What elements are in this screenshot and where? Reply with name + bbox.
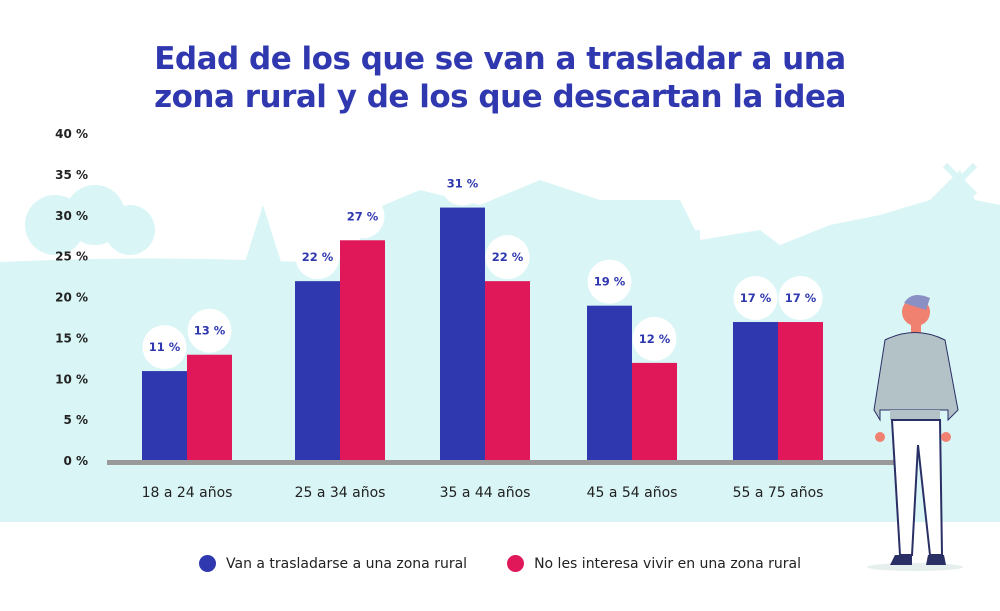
chart-title-line-2: zona rural y de los que descartan la ide… [154,79,846,115]
y-tick-label: 40 % [55,127,88,141]
bar-van [142,371,187,461]
x-tick-label: 45 a 54 años [587,485,678,501]
y-tick-label: 0 % [63,454,88,468]
legend-label-van: Van a trasladarse a una zona rural [226,555,468,572]
bar-van [295,281,340,461]
y-tick-label: 25 % [55,250,88,264]
x-axis-line [107,460,897,465]
person-illustration [867,294,963,571]
chart-title-line-1: Edad de los que se van a trasladar a una [154,41,846,77]
y-tick-label: 10 % [55,372,88,386]
x-tick-label: 25 a 34 años [295,485,386,501]
x-tick-label: 55 a 75 años [733,485,824,501]
legend-label-no-interesa: No les interesa vivir en una zona rural [534,555,801,572]
legend-item-van: Van a trasladarse a una zona rural [199,555,467,572]
bar-no-interesa [632,362,677,461]
bar-van [733,322,778,461]
data-label-bubble [440,161,485,206]
data-label-bubble [733,276,778,321]
y-tick-label: 15 % [55,331,88,345]
data-label-bubble [142,325,187,370]
data-label-bubble [632,316,677,361]
data-label: 22 % [492,250,524,264]
y-tick-label: 30 % [55,209,88,223]
data-label-bubble [778,276,823,321]
data-label: 31 % [447,177,479,191]
legend-swatch-van [199,555,216,572]
data-label: 27 % [347,209,379,223]
x-tick-label: 18 a 24 años [142,485,233,501]
data-label: 17 % [785,291,817,305]
legend: Van a trasladarse a una zona rural No le… [0,555,1000,572]
x-tick-label: 35 a 44 años [440,485,531,501]
legend-swatch-no-interesa [507,555,525,572]
data-label-bubble [340,194,385,239]
bar-van [440,207,485,461]
data-label: 22 % [302,250,334,264]
legend-item-no-interesa: No les interesa vivir en una zona rural [507,555,801,572]
data-label: 17 % [740,291,772,305]
data-label: 19 % [594,275,626,289]
bar-van [587,305,632,461]
bar-no-interesa [485,281,530,461]
bar-no-interesa [340,240,385,461]
chart-title: Edad de los que se van a trasladar a una… [0,40,1000,116]
data-label-bubble [587,259,632,304]
bar-no-interesa [187,354,232,461]
data-label: 11 % [149,340,181,354]
data-label-bubble [187,308,232,353]
data-label-bubble [295,235,340,280]
data-label: 12 % [639,332,671,346]
y-tick-label: 5 % [63,413,88,427]
y-tick-label: 20 % [55,291,88,305]
bar-no-interesa [778,322,823,461]
data-label: 13 % [194,324,226,338]
data-label-bubble [485,235,530,280]
y-tick-label: 35 % [55,168,88,182]
